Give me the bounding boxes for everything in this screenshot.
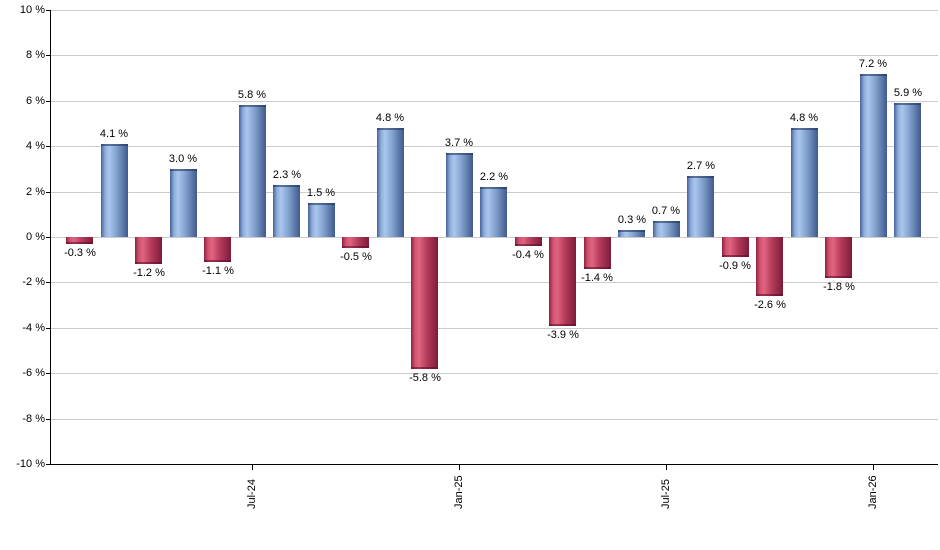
y-axis-label: -6 % [22,367,45,379]
y-axis-tick [46,282,50,283]
bar [860,74,887,237]
y-axis-label: 4 % [26,140,45,152]
bar [170,169,197,237]
bar-value-label: 4.8 % [375,112,405,124]
bar [584,237,611,269]
bar [894,103,921,237]
y-axis-label: -10 % [16,458,45,470]
y-axis-tick [46,328,50,329]
bar-value-label: 1.5 % [306,187,336,199]
bar [446,153,473,237]
bar [101,144,128,237]
x-axis-label: Jan-25 [453,475,465,509]
x-axis-tick [459,465,460,470]
gridline [50,373,938,374]
bar [653,221,680,237]
bar-value-label: 3.0 % [168,153,198,165]
bar-value-label: -0.3 % [64,247,96,259]
y-axis-tick [46,237,50,238]
y-axis-label: -4 % [22,322,45,334]
bar [515,237,542,246]
bar-value-label: 2.2 % [479,171,509,183]
y-axis-label: 0 % [26,231,45,243]
bar-value-label: 4.8 % [789,112,819,124]
bar [66,237,93,244]
bar-value-label: 4.1 % [99,128,129,140]
bar [722,237,749,257]
y-axis-line [50,10,51,465]
bar-value-label: -5.8 % [409,372,441,384]
bar-value-label: 2.3 % [272,169,302,181]
bar [618,230,645,237]
bar-value-label: -2.6 % [754,299,786,311]
bar-value-label: -0.9 % [719,260,751,272]
y-axis-tick [46,419,50,420]
bar [549,237,576,326]
bar-value-label: -1.8 % [823,281,855,293]
bar [411,237,438,369]
y-axis-tick [46,55,50,56]
bar [480,187,507,237]
bar [687,176,714,237]
bar [239,105,266,237]
bar [756,237,783,296]
gridline [50,55,938,56]
bar [377,128,404,237]
bar-value-label: -1.2 % [133,267,165,279]
bar [204,237,231,262]
bar-value-label: -1.1 % [202,265,234,277]
x-axis-tick [252,465,253,470]
y-axis-label: 2 % [26,186,45,198]
y-axis-label: 10 % [19,4,45,16]
bar [308,203,335,237]
gridline [50,101,938,102]
bar-value-label: -0.5 % [340,251,372,263]
x-axis-label: Jul-25 [660,479,672,509]
y-axis-tick [46,146,50,147]
bar-value-label: -0.4 % [512,249,544,261]
bar-value-label: 3.7 % [444,137,474,149]
gridline [50,237,938,238]
bar-value-label: 7.2 % [858,58,888,70]
y-axis-tick [46,101,50,102]
x-axis-tick [873,465,874,470]
bar [135,237,162,264]
bar-value-label: 2.7 % [686,160,716,172]
bar [791,128,818,237]
bar [342,237,369,248]
bar-value-label: 0.3 % [617,214,647,226]
gridline [50,10,938,11]
bar-value-label: -3.9 % [547,329,579,341]
y-axis-label: -8 % [22,413,45,425]
y-axis-tick [46,464,50,465]
gridline [50,419,938,420]
x-axis-label: Jul-24 [246,479,258,509]
bar-value-label: 5.8 % [237,89,267,101]
x-axis-line [50,464,938,465]
bar-value-label: 5.9 % [893,87,923,99]
y-axis-label: -2 % [22,276,45,288]
y-axis-tick [46,10,50,11]
y-axis-label: 8 % [26,49,45,61]
bar [273,185,300,237]
bar-value-label: -1.4 % [581,272,613,284]
y-axis-tick [46,192,50,193]
bar [825,237,852,278]
x-axis-label: Jan-26 [867,475,879,509]
x-axis-tick [666,465,667,470]
gridline [50,282,938,283]
gridline [50,328,938,329]
bar-value-label: 0.7 % [651,205,681,217]
y-axis-label: 6 % [26,95,45,107]
y-axis-tick [46,373,50,374]
gridline [50,146,938,147]
